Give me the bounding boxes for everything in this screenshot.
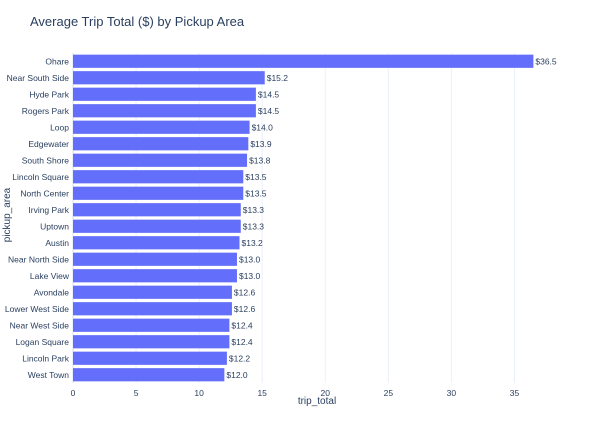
x-tick-label: 25	[384, 388, 394, 398]
bar	[73, 368, 225, 382]
x-tick-label: 30	[447, 388, 457, 398]
y-tick-label: Near South Side	[7, 73, 70, 83]
y-tick-label: Edgewater	[28, 139, 69, 149]
bar	[73, 335, 230, 349]
bar-value-label: $36.5	[535, 56, 557, 66]
y-tick-label: Logan Square	[16, 337, 70, 347]
bar-value-label: $14.5	[258, 106, 280, 116]
bar-value-label: $12.2	[229, 353, 251, 363]
bar	[73, 71, 265, 85]
bar	[73, 186, 244, 200]
bar-value-label: $13.2	[241, 238, 263, 248]
bar	[73, 351, 227, 365]
bar-value-label: $13.0	[239, 271, 261, 281]
x-tick-label: 5	[134, 388, 139, 398]
bar	[73, 203, 241, 217]
bar	[73, 236, 240, 250]
y-tick-label: Ohare	[45, 56, 69, 66]
y-tick-label: Austin	[45, 238, 69, 248]
y-tick-label: Loop	[50, 122, 69, 132]
bar	[73, 318, 230, 332]
bar-value-label: $15.2	[267, 73, 289, 83]
y-tick-labels: Ohare Near South Side Hyde Park Rogers Park…	[5, 56, 70, 380]
bar-value-label: $13.5	[245, 188, 267, 198]
y-tick-label: Avondale	[34, 287, 70, 297]
x-tick-label: 0	[71, 388, 76, 398]
bar-value-label: $12.4	[231, 320, 253, 330]
data-labels: $36.5 $15.2 $14.5 $14.5 $14.0 $13.9 $13.8 $13.5…	[226, 56, 557, 380]
bar	[73, 153, 248, 167]
y-tick-label: Lake View	[30, 271, 70, 281]
y-tick-label: Rogers Park	[22, 106, 70, 116]
bars	[73, 54, 534, 382]
bar-value-label: $13.9	[250, 139, 272, 149]
bar	[73, 302, 232, 316]
x-tick-label: 10	[194, 388, 204, 398]
x-tick-label: 15	[257, 388, 267, 398]
x-tick-label: 20	[321, 388, 331, 398]
bar	[73, 170, 244, 184]
bar	[73, 104, 256, 118]
bar	[73, 285, 232, 299]
y-tick-label: Lincoln Square	[12, 172, 69, 182]
bar-value-label: $13.0	[239, 254, 261, 264]
bar-value-label: $12.4	[231, 337, 253, 347]
y-tick-label: Uptown	[40, 221, 69, 231]
x-tick-label: 35	[510, 388, 520, 398]
bar	[73, 137, 249, 151]
y-tick-label: Irving Park	[28, 205, 69, 215]
y-tick-label: North Center	[20, 188, 69, 198]
y-tick-label: Lower West Side	[5, 304, 69, 314]
bar-value-label: $13.3	[243, 221, 265, 231]
y-tick-label: Lincoln Park	[22, 353, 70, 363]
chart-title: Average Trip Total ($) by Pickup Area	[30, 14, 245, 29]
bar	[73, 54, 534, 68]
bar	[73, 87, 256, 101]
bar-value-label: $13.3	[243, 205, 265, 215]
bar-value-label: $12.0	[226, 370, 248, 380]
y-tick-label: Hyde Park	[29, 89, 69, 99]
y-tick-label: Near West Side	[10, 320, 70, 330]
bar-value-label: $13.5	[245, 172, 267, 182]
bar-value-label: $13.8	[249, 155, 271, 165]
bar	[73, 252, 237, 266]
bar	[73, 120, 250, 134]
bar	[73, 219, 241, 233]
x-axis-title: trip_total	[298, 396, 336, 407]
y-axis-title: pickup_area	[2, 187, 13, 242]
y-tick-label: West Town	[28, 370, 70, 380]
bar	[73, 269, 237, 283]
y-tick-label: Near North Side	[8, 254, 69, 264]
bar-value-label: $14.0	[252, 122, 274, 132]
y-tick-label: South Shore	[22, 155, 70, 165]
gridlines	[72, 53, 515, 383]
bar-value-label: $12.6	[234, 287, 256, 297]
x-tick-labels: 0 5 10 15 20 25 30 35	[71, 388, 520, 398]
bar-value-label: $12.6	[234, 304, 256, 314]
bar-value-label: $14.5	[258, 89, 280, 99]
